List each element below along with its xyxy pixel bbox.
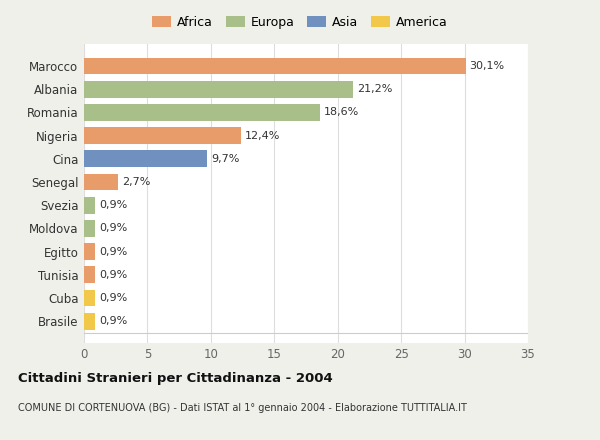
- Text: 0,9%: 0,9%: [99, 247, 127, 257]
- Bar: [84, 197, 95, 213]
- Text: 0,9%: 0,9%: [99, 200, 127, 210]
- Bar: [84, 127, 241, 144]
- Text: 0,9%: 0,9%: [99, 270, 127, 280]
- Text: COMUNE DI CORTENUOVA (BG) - Dati ISTAT al 1° gennaio 2004 - Elaborazione TUTTITA: COMUNE DI CORTENUOVA (BG) - Dati ISTAT a…: [18, 403, 467, 413]
- Text: 12,4%: 12,4%: [245, 131, 280, 140]
- Text: 2,7%: 2,7%: [122, 177, 151, 187]
- Bar: [84, 313, 95, 330]
- Bar: [84, 290, 95, 306]
- Bar: [84, 267, 95, 283]
- Text: 30,1%: 30,1%: [470, 61, 505, 71]
- Text: 0,9%: 0,9%: [99, 224, 127, 233]
- Text: 18,6%: 18,6%: [324, 107, 359, 117]
- Text: 21,2%: 21,2%: [357, 84, 392, 94]
- Bar: [84, 81, 353, 98]
- Bar: [84, 220, 95, 237]
- Text: 0,9%: 0,9%: [99, 316, 127, 326]
- Legend: Africa, Europa, Asia, America: Africa, Europa, Asia, America: [148, 11, 452, 33]
- Bar: [84, 174, 118, 191]
- Bar: [84, 150, 207, 167]
- Text: Cittadini Stranieri per Cittadinanza - 2004: Cittadini Stranieri per Cittadinanza - 2…: [18, 372, 333, 385]
- Bar: [84, 104, 320, 121]
- Text: 9,7%: 9,7%: [211, 154, 239, 164]
- Text: 0,9%: 0,9%: [99, 293, 127, 303]
- Bar: [84, 243, 95, 260]
- Bar: [84, 58, 466, 74]
